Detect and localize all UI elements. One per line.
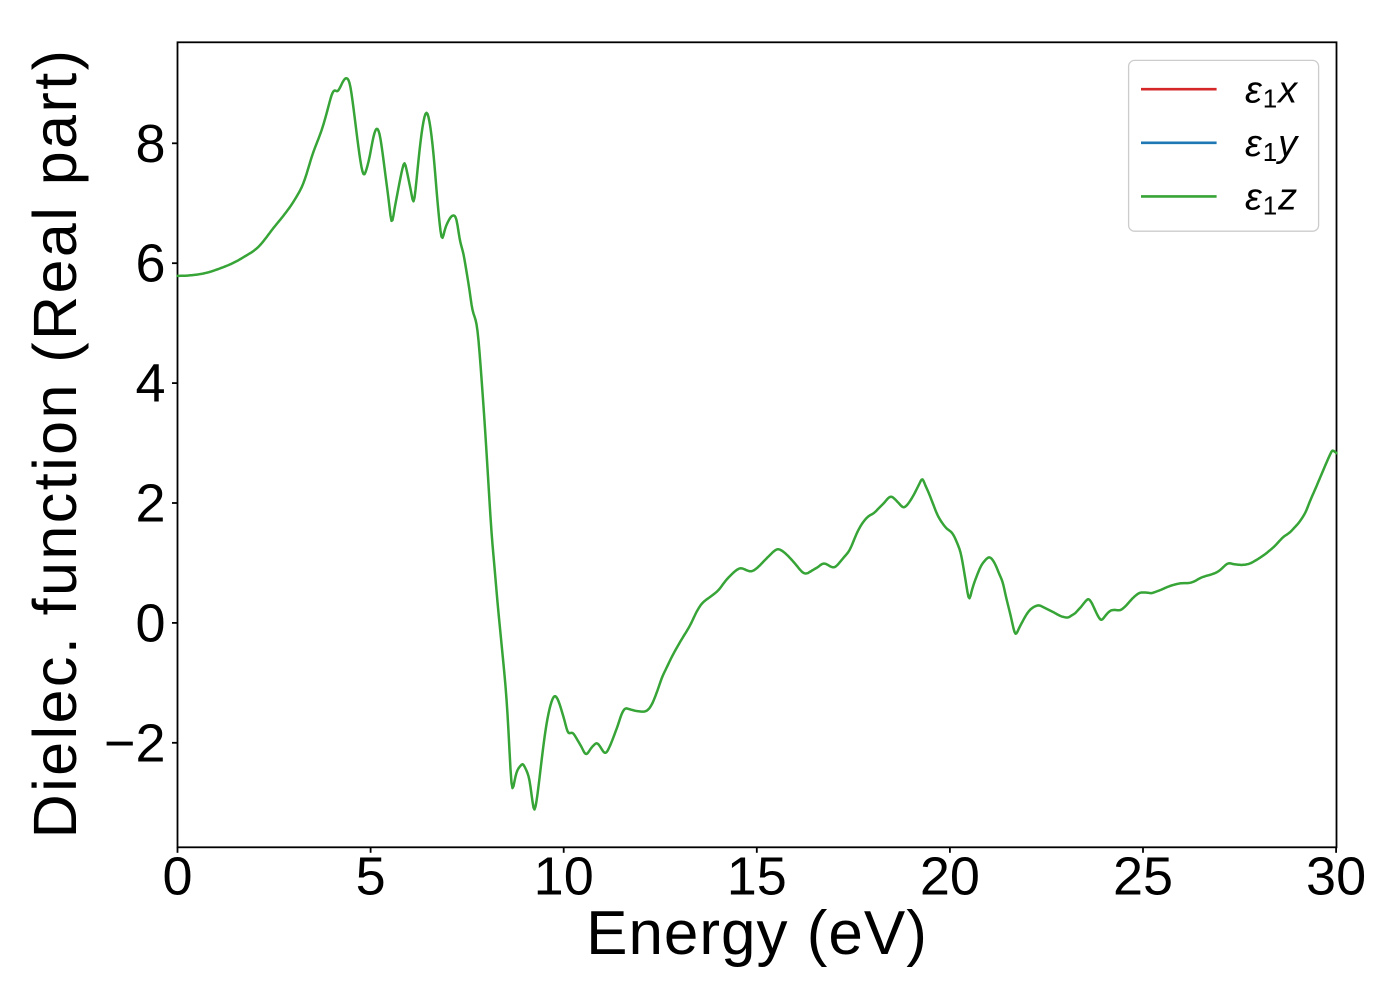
svg-text:25: 25 <box>1113 847 1173 907</box>
svg-text:0: 0 <box>162 847 192 907</box>
svg-text:10: 10 <box>534 847 594 907</box>
svg-text:30: 30 <box>1306 847 1366 907</box>
svg-text:5: 5 <box>356 847 386 907</box>
svg-text:ε1y: ε1y <box>1245 123 1299 167</box>
svg-text:6: 6 <box>135 234 165 294</box>
svg-text:ε1x: ε1x <box>1245 70 1299 114</box>
svg-text:ε1z: ε1z <box>1245 177 1298 221</box>
svg-text:Energy (eV): Energy (eV) <box>586 899 928 968</box>
svg-text:4: 4 <box>135 354 165 414</box>
svg-text:8: 8 <box>135 114 165 174</box>
svg-text:Dielec. function (Real part): Dielec. function (Real part) <box>21 48 89 839</box>
svg-text:2: 2 <box>135 474 165 534</box>
svg-text:15: 15 <box>727 847 787 907</box>
svg-text:0: 0 <box>135 593 165 653</box>
svg-text:20: 20 <box>920 847 980 907</box>
svg-text:−2: −2 <box>104 713 166 773</box>
